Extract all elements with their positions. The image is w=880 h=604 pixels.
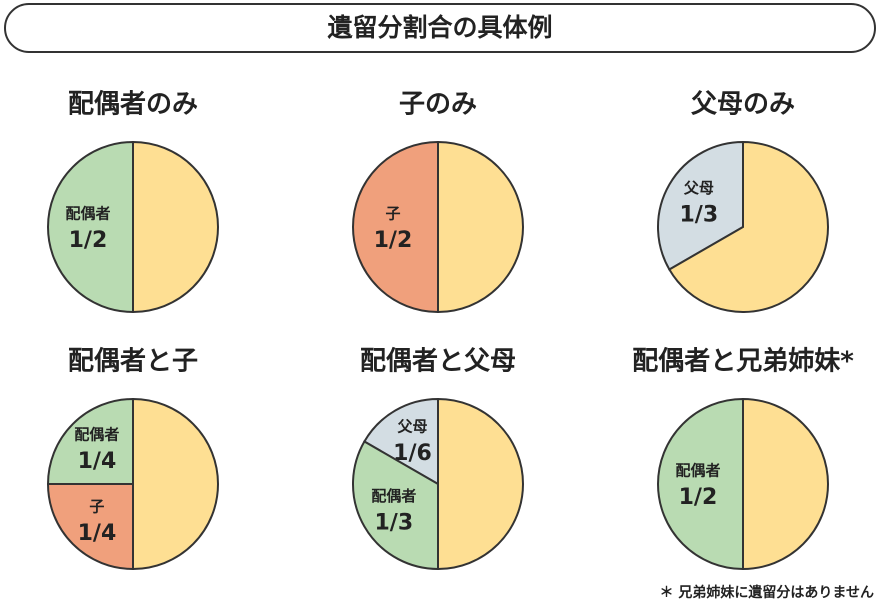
slice-name: 父母 (396, 417, 427, 435)
pie-slice (352, 440, 439, 571)
slice-value: 1/2 (679, 485, 718, 510)
slice-name: 子 (89, 498, 104, 516)
pie-slice (46, 483, 134, 571)
slice-value: 1/4 (78, 449, 117, 474)
footnote: ＊ 兄弟姉妹に遺留分はありません (660, 584, 874, 601)
pie-slice (742, 397, 829, 571)
pie-slice (363, 397, 439, 486)
header-title: 遺留分割合の具体例 (327, 13, 552, 42)
pie-slice (352, 140, 439, 314)
pie-slice (657, 140, 744, 271)
slice-value: 1/2 (374, 228, 413, 253)
pie-slice (437, 397, 524, 571)
header-frame (4, 3, 876, 53)
pie-slice (47, 140, 134, 314)
pie-slice (668, 140, 829, 313)
pie-title: 配偶者と子 (68, 347, 198, 377)
slice-name: 配偶者 (675, 462, 720, 480)
slice-name: 配偶者 (74, 425, 119, 443)
slice-name: 子 (385, 205, 400, 223)
slice-value: 1/3 (375, 511, 414, 536)
pie-title: 父母のみ (691, 90, 795, 120)
pie-slice (46, 397, 134, 485)
slice-name: 配偶者 (371, 487, 416, 505)
pie-slice (132, 140, 219, 314)
pie-title: 配偶者と兄弟姉妹* (632, 347, 854, 377)
slice-name: 父母 (683, 179, 714, 197)
pie-slice (657, 397, 744, 571)
slice-value: 1/2 (69, 228, 108, 253)
pie-title: 配偶者のみ (68, 90, 198, 120)
slice-name: 配偶者 (65, 205, 110, 223)
pie-title: 配偶者と父母 (360, 347, 516, 377)
pie-slice (132, 397, 219, 571)
slice-value: 1/4 (78, 521, 117, 546)
slice-value: 1/3 (680, 202, 719, 227)
pie-title: 子のみ (399, 90, 477, 120)
pie-slice (437, 140, 524, 314)
